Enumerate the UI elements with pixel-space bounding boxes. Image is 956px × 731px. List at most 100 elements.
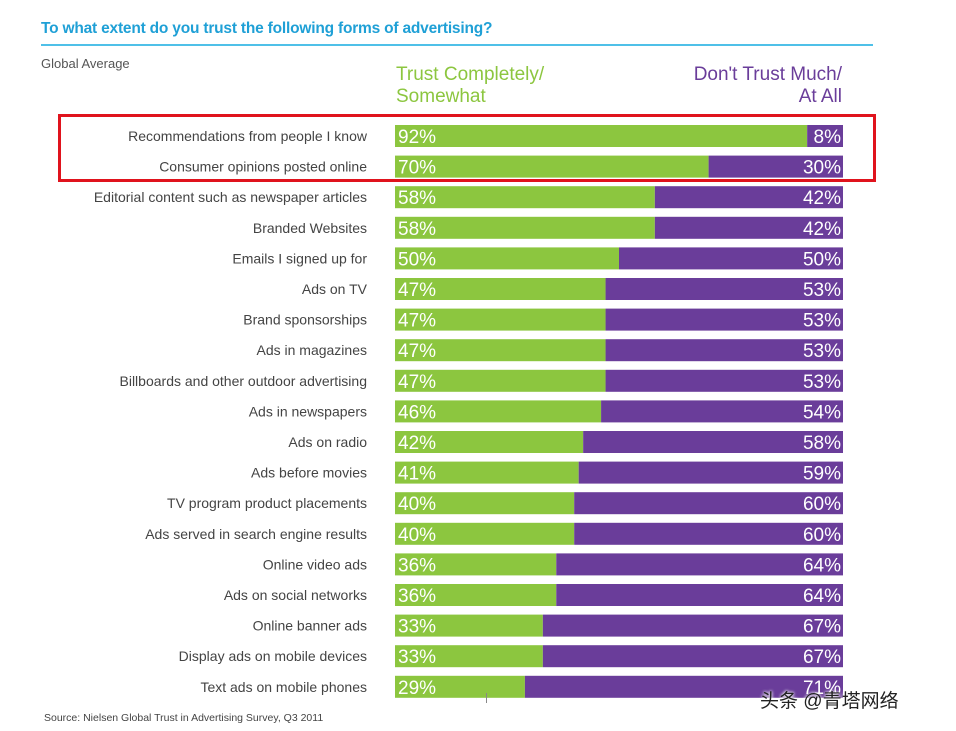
value-label-distrust: 42% (803, 219, 841, 240)
bar-trust (395, 584, 557, 606)
category-label: Display ads on mobile devices (179, 648, 367, 664)
chart-title: To what extent do you trust the followin… (41, 20, 493, 37)
title-rule (41, 44, 873, 46)
value-label-trust: 70% (398, 158, 436, 179)
bar-trust (395, 155, 709, 178)
value-label-distrust: 60% (803, 525, 841, 546)
bar-distrust (605, 278, 843, 300)
category-label: Text ads on mobile phones (200, 679, 367, 695)
bar-trust (395, 369, 606, 392)
value-label-distrust: 64% (803, 586, 841, 607)
value-label-distrust: 60% (803, 494, 841, 515)
value-label-distrust: 67% (803, 617, 841, 638)
value-label-trust: 47% (398, 311, 436, 332)
bar-trust (395, 125, 808, 147)
value-label-trust: 40% (398, 525, 436, 546)
bar-distrust (542, 614, 843, 637)
value-label-trust: 47% (398, 341, 436, 362)
value-label-distrust: 53% (803, 341, 841, 362)
category-label: Ads before movies (251, 465, 367, 481)
value-label-trust: 33% (398, 617, 436, 638)
bar-trust (395, 675, 525, 698)
category-label: Ads in newspapers (249, 403, 367, 419)
bar-trust (395, 247, 619, 270)
source-note: Source: Nielsen Global Trust in Advertis… (44, 712, 324, 724)
bar-distrust (654, 216, 843, 239)
value-label-trust: 46% (398, 402, 436, 423)
value-label-trust: 36% (398, 586, 436, 607)
category-label: Recommendations from people I know (128, 128, 368, 144)
value-label-trust: 58% (398, 219, 436, 240)
value-label-trust: 29% (398, 678, 436, 699)
category-label: Consumer opinions posted online (159, 159, 367, 175)
bar-trust (395, 645, 543, 668)
value-label-distrust: 67% (803, 647, 841, 668)
category-label: Brand sponsorships (243, 312, 367, 328)
value-label-trust: 58% (398, 188, 436, 209)
category-label: Ads on radio (288, 434, 367, 450)
category-label: Ads on TV (302, 281, 368, 297)
bar-distrust (708, 155, 843, 178)
highlight-box (58, 114, 876, 182)
value-label-trust: 42% (398, 433, 436, 454)
bar-distrust (605, 339, 843, 362)
value-label-distrust: 53% (803, 311, 841, 332)
bar-distrust (524, 675, 843, 698)
bar-trust (395, 492, 575, 515)
bar-trust (395, 522, 575, 545)
bar-distrust (556, 553, 843, 576)
bar-trust (395, 400, 602, 423)
category-label: TV program product placements (167, 495, 367, 511)
value-label-distrust: 42% (803, 188, 841, 209)
category-label: Ads served in search engine results (145, 526, 367, 542)
value-label-trust: 40% (398, 494, 436, 515)
value-label-trust: 47% (398, 280, 436, 301)
bar-trust (395, 186, 655, 209)
bar-trust (395, 308, 606, 331)
category-label: Online video ads (263, 556, 367, 572)
value-label-distrust: 64% (803, 555, 841, 576)
value-label-distrust: 71% (803, 678, 841, 699)
bar-distrust (583, 431, 843, 453)
bar-distrust (601, 400, 843, 423)
bar-distrust (574, 492, 843, 515)
value-label-trust: 50% (398, 249, 436, 270)
value-label-distrust: 58% (803, 433, 841, 454)
category-label: Online banner ads (253, 618, 367, 634)
legend-distrust: Don't Trust Much/ At All (693, 64, 842, 107)
value-label-trust: 36% (398, 555, 436, 576)
chart-subtitle: Global Average (41, 56, 130, 71)
bar-distrust (556, 584, 843, 606)
value-label-distrust: 8% (814, 127, 842, 148)
value-label-distrust: 54% (803, 402, 841, 423)
value-label-distrust: 53% (803, 280, 841, 301)
category-label: Ads in magazines (256, 342, 367, 358)
axis-tick (486, 693, 487, 703)
bar-distrust (542, 645, 843, 668)
bar-distrust (807, 125, 843, 147)
bar-distrust (654, 186, 843, 209)
bar-trust (395, 553, 557, 576)
category-label: Ads on social networks (224, 587, 367, 603)
value-label-trust: 92% (398, 127, 436, 148)
bar-trust (395, 339, 606, 362)
bar-distrust (605, 308, 843, 331)
value-label-distrust: 30% (803, 158, 841, 179)
bar-trust (395, 614, 543, 637)
bar-trust (395, 461, 579, 484)
value-label-distrust: 59% (803, 464, 841, 485)
bar-distrust (578, 461, 843, 484)
category-label: Branded Websites (253, 220, 367, 236)
value-label-distrust: 53% (803, 372, 841, 393)
bar-distrust (619, 247, 843, 270)
value-label-trust: 33% (398, 647, 436, 668)
legend-trust: Trust Completely/ Somewhat (396, 64, 545, 107)
bar-distrust (574, 522, 843, 545)
value-label-distrust: 50% (803, 249, 841, 270)
value-label-trust: 47% (398, 372, 436, 393)
bar-trust (395, 278, 606, 300)
bar-trust (395, 216, 655, 239)
category-label: Emails I signed up for (232, 250, 367, 266)
watermark: 头条 @青塔网络 (760, 691, 899, 712)
